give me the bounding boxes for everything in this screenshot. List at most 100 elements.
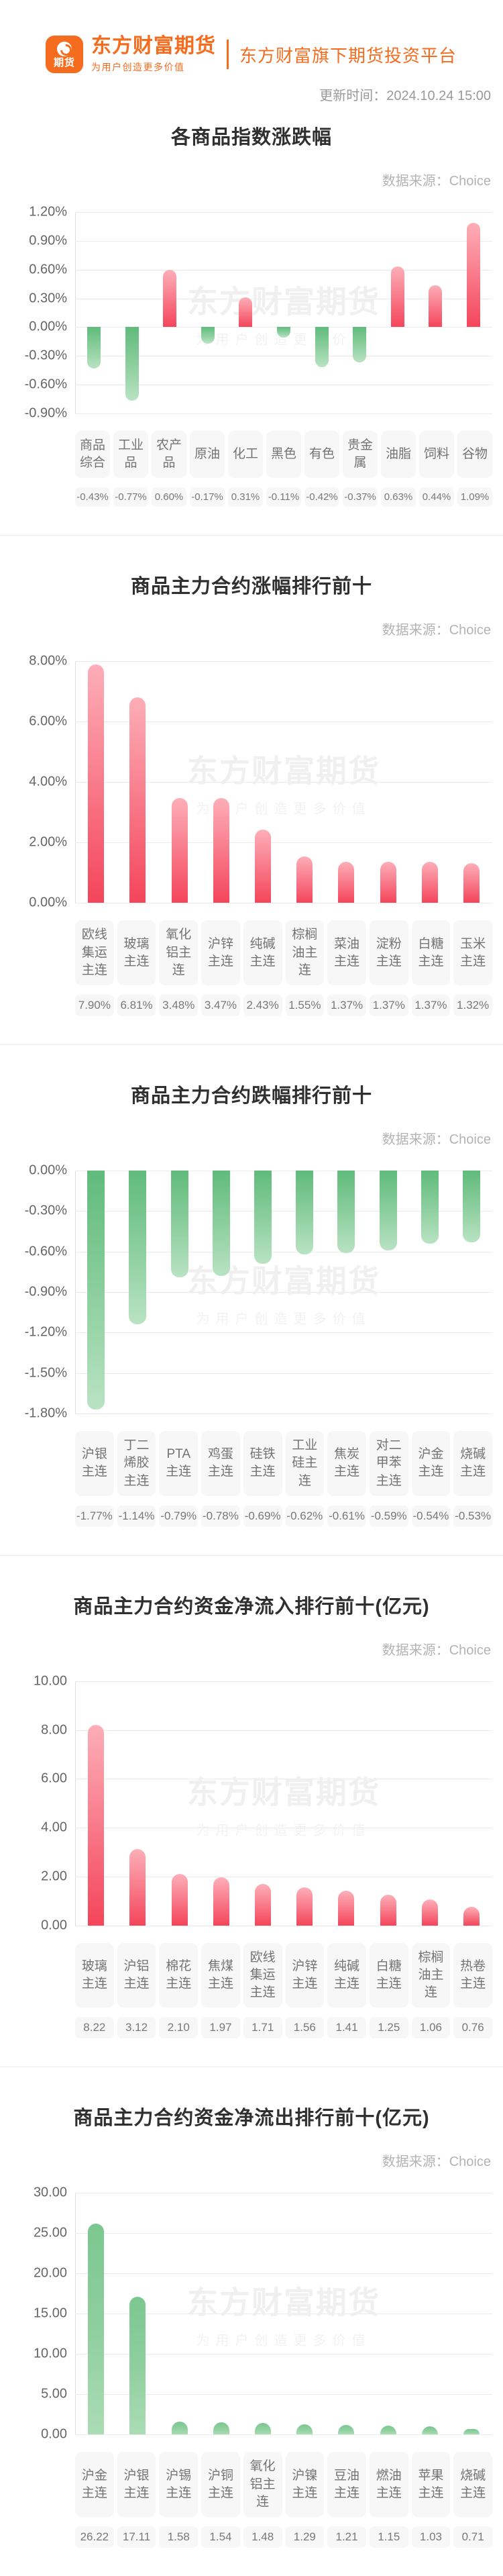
value-label: 1.32% xyxy=(453,995,492,1017)
bar xyxy=(379,1171,397,1250)
value-row: -0.43% -0.77% 0.60% -0.17% 0.31% -0.11% -0.42%… xyxy=(75,487,492,507)
category-label: 谷物 xyxy=(457,431,492,479)
y-tick-label: -0.60% xyxy=(24,1244,67,1259)
value-label: 1.21 xyxy=(327,2526,366,2548)
y-tick-label: 10.00 xyxy=(33,2346,67,2361)
value-label: 1.58 xyxy=(159,2526,199,2548)
gridline xyxy=(75,1332,492,1334)
value-label: 26.22 xyxy=(75,2526,114,2548)
category-label: 对二甲苯主连 xyxy=(369,1431,408,1496)
bar xyxy=(466,222,480,328)
value-label: 3.12 xyxy=(117,2017,156,2039)
category-row: 欧线集运主连 玻璃主连 氧化铝主连 沪锌主连 纯碱主连 棕榈油主连 菜油主连 淀粉主连 白糖主连… xyxy=(75,920,492,986)
category-label: 纯碱主连 xyxy=(327,1942,366,2008)
y-tick-label: 0.90% xyxy=(29,233,67,248)
y-tick-label: 2.00 xyxy=(41,1869,67,1884)
gridline xyxy=(75,1730,492,1731)
value-label: 1.29 xyxy=(285,2526,325,2548)
category-label: 丁二烯胶主连 xyxy=(117,1431,156,1496)
chart-title: 商品主力合约资金净流入排行前十(亿元) xyxy=(73,1595,430,1618)
value-label: 1.03 xyxy=(411,2526,451,2548)
y-tick-label: 6.00% xyxy=(29,713,67,729)
value-label: 7.90% xyxy=(75,995,114,1017)
chart-section: 商品主力合约资金净流入排行前十(亿元) 数据来源：Choice 东方财富期货 为… xyxy=(0,1556,503,2067)
category-label: 农产品 xyxy=(152,431,186,479)
bar xyxy=(239,297,253,328)
bar xyxy=(296,1171,314,1254)
bar xyxy=(463,1907,480,1926)
category-label: 沪锡主连 xyxy=(159,2452,199,2518)
category-label: 原油 xyxy=(190,431,225,479)
value-label: 1.37% xyxy=(369,995,408,1017)
y-tick-label: 4.00% xyxy=(29,774,67,789)
category-row: 玻璃主连 沪铝主连 棉花主连 焦煤主连 欧线集运主连 沪锌主连 纯碱主连 白糖主连 棕榈油主连热… xyxy=(75,1942,492,2008)
value-label: -0.37% xyxy=(343,487,378,507)
bar xyxy=(338,2424,355,2435)
gridline xyxy=(75,782,492,783)
bar xyxy=(125,327,139,401)
category-label: 鸡蛋主连 xyxy=(201,1431,240,1496)
bar xyxy=(380,2425,396,2435)
category-label: 热卷主连 xyxy=(453,1942,492,2008)
value-label: 1.55% xyxy=(285,995,325,1017)
section-divider xyxy=(0,535,503,536)
value-label: 1.15 xyxy=(369,2526,408,2548)
bar xyxy=(87,1171,105,1410)
value-label: -0.43% xyxy=(75,487,110,507)
brand-logo: 期货 xyxy=(46,36,83,73)
y-tick-label: 5.00 xyxy=(41,2386,67,2401)
bar xyxy=(421,1899,438,1926)
bar xyxy=(429,285,443,328)
value-label: 2.43% xyxy=(243,995,282,1017)
gridline xyxy=(75,2273,492,2275)
category-label: 苹果主连 xyxy=(411,2452,451,2518)
bar xyxy=(462,1171,480,1242)
y-tick-label: -0.30% xyxy=(24,1203,67,1218)
gridline xyxy=(75,413,492,414)
value-label: 1.37% xyxy=(327,995,366,1017)
value-label: -0.53% xyxy=(453,1505,492,1527)
category-label: 沪镍主连 xyxy=(285,2452,325,2518)
chart-title: 各商品指数涨跌幅 xyxy=(170,127,332,148)
value-label: 0.31% xyxy=(228,487,263,507)
value-label: 3.47% xyxy=(201,995,240,1017)
value-label: -0.42% xyxy=(304,487,339,507)
bar xyxy=(380,861,396,903)
brand-text: 东方财富期货 为用户创造更多价值 xyxy=(91,35,216,74)
data-source-label: 数据来源：Choice xyxy=(382,2154,491,2170)
bar xyxy=(213,798,229,903)
category-label: 工业硅主连 xyxy=(285,1431,325,1496)
gridline xyxy=(75,2434,492,2436)
category-label: 焦煤主连 xyxy=(201,1942,240,2008)
y-tick-label: -0.90% xyxy=(24,405,67,421)
watermark-slogan: 为用户创造更多价值 xyxy=(196,1823,372,1838)
value-label: 1.25 xyxy=(369,2017,408,2039)
gridline xyxy=(75,240,492,242)
bar xyxy=(254,1883,271,1926)
category-label: 白糖主连 xyxy=(411,920,451,986)
value-label: 1.71 xyxy=(243,2017,282,2039)
y-tick-label: 0.00% xyxy=(29,895,67,910)
gridline xyxy=(75,661,492,662)
chart-title: 商品主力合约资金净流出排行前十(亿元) xyxy=(73,2108,430,2130)
category-row: 商品综合 工业品 农产品 原油 化工 黑色 有色 贵金属 油脂 饲料 谷物 xyxy=(75,431,492,479)
section-divider xyxy=(0,1044,503,1046)
y-tick-label: 0.00 xyxy=(41,1918,67,1933)
value-label: 0.76 xyxy=(453,2017,492,2039)
category-label: 焦炭主连 xyxy=(327,1431,366,1496)
value-label: 0.63% xyxy=(381,487,416,507)
bar xyxy=(129,1849,146,1926)
y-tick-label: 1.20% xyxy=(29,204,67,219)
bar xyxy=(201,327,215,344)
bar xyxy=(129,697,146,903)
plot-area: 东方财富期货 为用户创造更多价值 30.00 25.00 20.00 15.00 10.… xyxy=(34,2185,492,2442)
bar xyxy=(353,327,367,363)
category-label: 氧化铝主连 xyxy=(243,2452,282,2518)
chart-section: 商品主力合约资金净流出排行前十(亿元) 数据来源：Choice 东方财富期货 为… xyxy=(0,2067,503,2576)
bar xyxy=(88,664,105,903)
chart-title: 商品主力合约跌幅排行前十 xyxy=(130,1085,372,1107)
y-tick-label: 0.30% xyxy=(29,291,67,306)
bar xyxy=(170,1171,188,1277)
category-row: 沪银主连 丁二烯胶主连 PTA主连 鸡蛋主连 硅铁主连 工业硅主连 焦炭主连 对二甲苯主连 沪金… xyxy=(75,1431,492,1496)
y-tick-label: 0.60% xyxy=(29,262,67,277)
